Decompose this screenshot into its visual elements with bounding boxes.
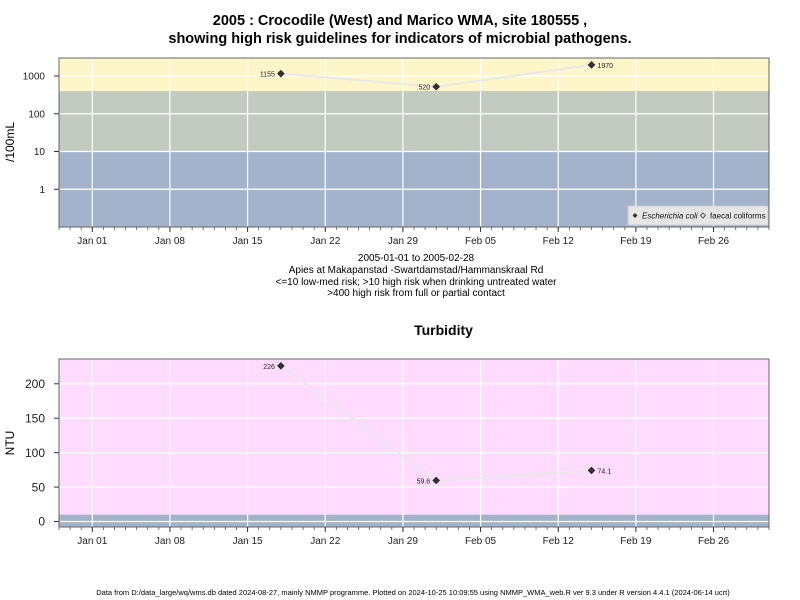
x-tick-label: Jan 08: [155, 536, 185, 547]
y-tick-label: 100: [25, 446, 45, 460]
data-label: 226: [263, 364, 275, 371]
data-point: [587, 61, 596, 69]
y-axis-label: /100mL: [3, 122, 17, 162]
y-axis-label: NTU: [3, 431, 17, 456]
chart-title-line1: 2005 : Crocodile (West) and Marico WMA, …: [212, 13, 588, 29]
risk-band-1: [59, 91, 769, 152]
y-tick-label: 10: [34, 147, 46, 158]
chart-title-line2: showing high risk guidelines for indicat…: [168, 31, 632, 47]
risk-band-1: [59, 359, 769, 515]
legend-label: Escherichia coli: [642, 212, 698, 221]
y-tick-label: 0: [38, 515, 45, 529]
x-tick-label: Jan 22: [310, 536, 340, 547]
x-tick-label: Feb 12: [543, 536, 575, 547]
x-tick-label: Feb 05: [465, 236, 497, 247]
x-tick-label: Jan 15: [233, 236, 263, 247]
data-label: 1155: [260, 72, 275, 79]
risk-band-0: [59, 514, 769, 527]
x-tick-label: Feb 05: [465, 536, 497, 547]
plot-frame: [58, 358, 770, 528]
x-tick-label: Feb 19: [620, 236, 652, 247]
y-tick-label: 150: [25, 411, 45, 425]
legend-label: faecal coliforms: [710, 212, 766, 221]
risk-note-drinking: <=10 low-med risk; >10 high risk when dr…: [275, 277, 557, 288]
data-point: [277, 362, 285, 370]
x-tick-label: Feb 19: [620, 536, 652, 547]
risk-band-2: [59, 58, 769, 92]
turbidity-chart: Jan 01 Jan 08 Jan 15 Jan 22 Jan 29 Feb 05 Feb …: [3, 358, 770, 547]
x-tick-label: Feb 12: [543, 236, 575, 247]
legend: Escherichia coli faecal coliforms: [627, 205, 769, 226]
data-point: [587, 466, 596, 475]
plot-frame: [58, 57, 770, 228]
site-description-text: Apies at Makapanstad -Swartdamstad/Hamma…: [288, 265, 544, 276]
legend-box: [627, 205, 769, 226]
x-tick-label: Feb 26: [698, 236, 730, 247]
data-point: [432, 476, 441, 485]
x-tick-label: Jan 15: [233, 536, 263, 547]
data-point: [277, 69, 285, 78]
data-label: 59.6: [417, 478, 431, 485]
y-tick-label: 200: [25, 377, 45, 391]
y-tick-label: 100: [28, 109, 45, 120]
risk-note-contact: >400 high risk from full or partial cont…: [327, 288, 505, 299]
date-range-text: 2005-01-01 to 2005-02-28: [357, 253, 475, 264]
data-point: [432, 82, 441, 91]
data-label: 520: [419, 85, 431, 92]
x-tick-label: Jan 01: [77, 536, 107, 547]
legend-marker-open: [699, 212, 707, 219]
footer-data-source: Data from D:/data_large/wq/wms.db dated …: [96, 588, 730, 597]
data-label: 74.1: [598, 468, 612, 475]
x-tick-label: Jan 22: [310, 236, 340, 247]
data-label: 1970: [598, 63, 614, 70]
x-tick-label: Jan 29: [388, 236, 418, 247]
x-tick-label: Jan 01: [77, 236, 107, 247]
x-tick-label: Jan 08: [155, 236, 185, 247]
microbial-chart: Jan 01 Jan 08 Jan 15 Jan 22 Jan 29 Feb 05 Feb …: [3, 57, 770, 247]
y-tick-label: 50: [32, 480, 46, 494]
y-tick-label: 1: [39, 185, 45, 196]
x-tick-label: Feb 26: [698, 536, 730, 547]
x-tick-label: Jan 29: [388, 536, 418, 547]
turbidity-chart-title: Turbidity: [414, 322, 473, 338]
y-tick-label: 1000: [23, 72, 46, 83]
legend-marker-filled: [632, 213, 638, 218]
